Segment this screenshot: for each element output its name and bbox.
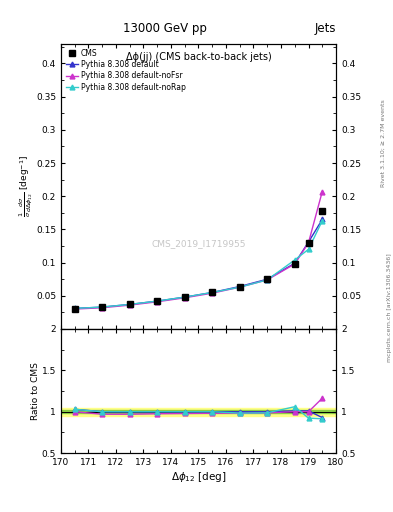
Text: Jets: Jets	[314, 22, 336, 34]
Text: Rivet 3.1.10; ≥ 2.7M events: Rivet 3.1.10; ≥ 2.7M events	[381, 99, 386, 187]
Text: CMS_2019_I1719955: CMS_2019_I1719955	[151, 239, 246, 248]
Text: mcplots.cern.ch [arXiv:1306.3436]: mcplots.cern.ch [arXiv:1306.3436]	[387, 253, 391, 361]
Text: 13000 GeV pp: 13000 GeV pp	[123, 22, 207, 34]
Y-axis label: $\frac{1}{\sigma}\frac{d\sigma}{d\Delta\phi_{12}}$ [deg$^{-1}$]: $\frac{1}{\sigma}\frac{d\sigma}{d\Delta\…	[17, 155, 35, 218]
X-axis label: $\Delta\phi_{12}$ [deg]: $\Delta\phi_{12}$ [deg]	[171, 470, 226, 484]
Y-axis label: Ratio to CMS: Ratio to CMS	[31, 362, 40, 420]
Legend: CMS, Pythia 8.308 default, Pythia 8.308 default-noFsr, Pythia 8.308 default-noRa: CMS, Pythia 8.308 default, Pythia 8.308 …	[65, 47, 187, 93]
Text: Δϕ(jj) (CMS back-to-back jets): Δϕ(jj) (CMS back-to-back jets)	[126, 52, 271, 62]
Bar	[61, 410, 336, 413]
Bar	[61, 408, 336, 416]
